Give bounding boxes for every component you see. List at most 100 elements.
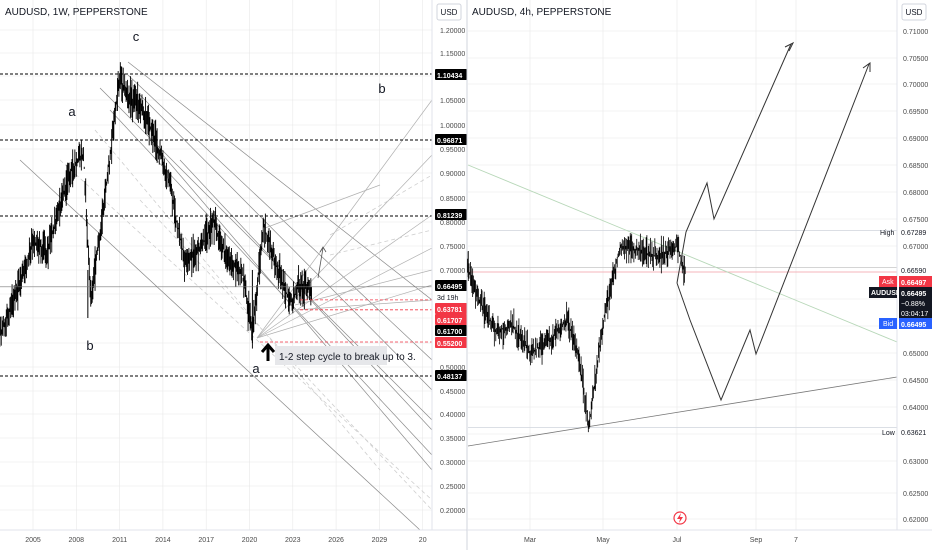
left-y-tick: 1.20000	[440, 28, 465, 35]
right-y-tick: 0.62500	[903, 491, 928, 498]
trend-line	[139, 94, 432, 391]
right-chart-pane[interactable]	[459, 0, 897, 530]
left-wave-labels: a b c a b	[68, 29, 385, 376]
left-x-tick: 2023	[285, 537, 301, 544]
left-price-series	[0, 62, 313, 349]
left-y-tick: 0.85000	[440, 196, 465, 203]
ask-value-tag: 0.66497	[901, 280, 926, 287]
dashed-projection-line	[329, 174, 432, 236]
left-y-tick: 0.75000	[440, 244, 465, 251]
bid-value-tag: 0.66495	[901, 322, 926, 329]
left-y-tick: 1.15000	[440, 51, 465, 58]
high-value-tag: 0.67289	[901, 230, 926, 237]
trend-line	[264, 184, 381, 229]
left-horizontal-levels	[0, 73, 432, 377]
left-y-tick: 0.50000	[440, 365, 465, 372]
left-y-tick: 0.35000	[440, 436, 465, 443]
bid-value-tag-bg	[899, 318, 932, 329]
right-y-tick: 0.64500	[903, 378, 928, 385]
trend-line	[149, 139, 432, 471]
trend-line	[256, 214, 432, 339]
countdown-bg	[435, 292, 467, 302]
left-chart-title: AUDUSD, 1W, PEPPERSTONE	[5, 7, 148, 18]
left-x-tick: 2008	[69, 537, 85, 544]
right-currency-label[interactable]: USD	[906, 8, 923, 17]
ask-label-bg	[879, 276, 897, 287]
left-chart-pane[interactable]	[0, 0, 432, 530]
left-y-tick: 1.05000	[440, 98, 465, 105]
trend-line	[256, 284, 432, 339]
right-x-tick: May	[596, 537, 610, 544]
price-tag-level-2: 0.96871	[437, 138, 462, 145]
price-tag-black-1: 0.61700	[437, 329, 462, 336]
price-tag-red-2: 0.61707	[437, 318, 462, 325]
left-y-tick: 0.30000	[440, 460, 465, 467]
price-current: 0.66495	[901, 291, 926, 298]
bid-label-bg	[879, 318, 897, 329]
projection-arrow-head	[319, 246, 327, 253]
ask-label: Ask	[882, 279, 894, 286]
price-change: −0.88%	[901, 301, 925, 308]
price-tag-current-bg	[435, 280, 467, 291]
dashed-projection-line	[329, 229, 432, 256]
right-x-tick: Sep	[750, 537, 763, 544]
symbol-label: AUDUSD	[871, 290, 901, 297]
price-tag-level-1: 1.10434	[437, 73, 462, 80]
top-price-tag: 0.66590	[901, 268, 926, 275]
projection-arrow-icon-2	[862, 62, 871, 72]
low-label: Low	[882, 430, 896, 437]
right-y-tick: 0.67000	[903, 244, 928, 251]
price-tag-red-1-bg	[435, 303, 467, 314]
lightning-icon[interactable]	[673, 511, 687, 525]
trend-line	[256, 154, 432, 339]
left-time-axis[interactable]: 2005 2008 2011 2014 2017 2020 2023 2026 2029 20	[0, 529, 467, 544]
left-y-tick: 0.25000	[440, 484, 465, 491]
right-x-tick: Mar	[524, 537, 537, 544]
left-y-tick: 0.40000	[440, 412, 465, 419]
price-tag-black-1-bg	[435, 325, 467, 336]
trend-line	[179, 159, 432, 431]
trend-line	[256, 247, 432, 339]
projection-arrow-icon	[784, 41, 795, 52]
wave-label-a: a	[68, 104, 76, 119]
price-tag-level-2-bg	[435, 134, 467, 145]
left-x-tick: 2017	[198, 537, 214, 544]
right-y-tick: 0.69500	[903, 109, 928, 116]
right-y-tick: 0.70500	[903, 56, 928, 63]
price-tag-red-3-bg	[435, 337, 467, 348]
left-price-axis[interactable]: 1.200001.150001.100001.050001.000000.950…	[431, 0, 467, 530]
right-price-axis[interactable]: 0.71000 0.70500 0.70000 0.69500 0.69000 0.685…	[869, 0, 932, 530]
left-y-tick: 0.90000	[440, 171, 465, 178]
projection-arrow	[317, 247, 324, 279]
wave-label-c: c	[133, 29, 140, 44]
price-tag-level-4: 0.48137	[437, 374, 462, 381]
wave-label-a: a	[252, 361, 260, 376]
bid-label: Bid	[883, 321, 893, 328]
high-label: High	[880, 230, 895, 237]
right-y-tick: 0.65000	[903, 351, 928, 358]
low-value-tag: 0.63621	[901, 430, 926, 437]
left-currency-label[interactable]: USD	[441, 8, 458, 17]
left-x-tick: 2026	[328, 537, 344, 544]
right-y-tick: 0.69000	[903, 136, 928, 143]
low-value-tag-bg	[899, 426, 932, 437]
price-tag-level-1-bg	[435, 69, 467, 80]
price-block-bg	[899, 287, 932, 320]
ask-value-tag-bg	[899, 276, 932, 287]
right-x-tick: Jul	[673, 537, 682, 544]
left-y-tick: 0.95000	[440, 147, 465, 154]
annotation-note[interactable]: 1-2 step cycle to break up to 3.	[275, 346, 416, 365]
right-chart-title: AUDUSD, 4h, PEPPERSTONE	[472, 7, 612, 18]
wave-label-b: b	[378, 81, 385, 96]
up-arrow-icon	[260, 342, 276, 361]
trend-line	[127, 74, 432, 361]
trend-line	[127, 61, 432, 301]
right-price-series	[467, 233, 686, 433]
left-x-tick: 2005	[25, 537, 41, 544]
left-y-tick: 0.80000	[440, 220, 465, 227]
right-time-axis[interactable]: Mar May Jul Sep 7	[467, 529, 932, 544]
left-grid	[0, 0, 432, 530]
left-x-tick: 2029	[372, 537, 388, 544]
